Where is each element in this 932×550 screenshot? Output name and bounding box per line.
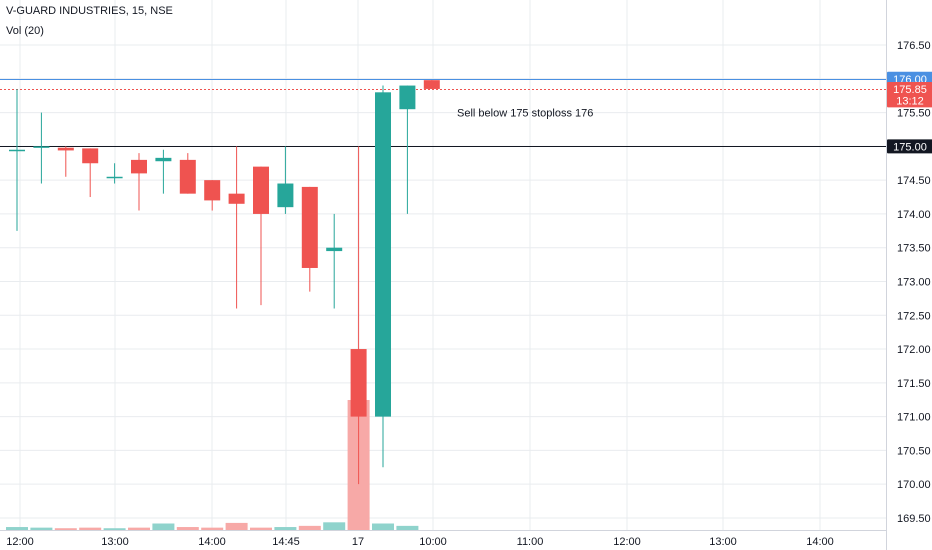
price-tick-label: 173.00 bbox=[897, 276, 931, 288]
candle-body bbox=[9, 149, 25, 152]
volume-bar bbox=[128, 527, 150, 530]
candle-body bbox=[253, 166, 269, 214]
price-tick-label: 176.50 bbox=[897, 40, 931, 52]
volume-bar bbox=[152, 523, 175, 530]
volume-bar bbox=[323, 522, 346, 530]
volume-bar bbox=[250, 527, 272, 530]
volume-bar bbox=[225, 522, 248, 530]
price-tick-label: 172.00 bbox=[897, 344, 931, 356]
sell-annotation[interactable]: Sell below 175 stoploss 176 bbox=[457, 108, 593, 120]
time-tick-label: 13:00 bbox=[101, 536, 129, 548]
price-tick-label: 174.00 bbox=[897, 209, 931, 221]
candles bbox=[9, 80, 440, 485]
volume-bar bbox=[396, 525, 419, 530]
price-tick-label: 170.50 bbox=[897, 445, 931, 457]
time-tick-label: 12:00 bbox=[6, 536, 34, 548]
candle-body bbox=[326, 247, 343, 252]
candle-body bbox=[228, 193, 245, 204]
candle-body bbox=[33, 146, 50, 148]
time-tick-label: 10:00 bbox=[419, 536, 447, 548]
candle-body bbox=[277, 183, 294, 208]
time-tick-label: 14:45 bbox=[272, 536, 300, 548]
volume-bar bbox=[54, 528, 77, 530]
time-tick-label: 11:00 bbox=[517, 536, 544, 548]
volume-label[interactable]: Vol (20) bbox=[6, 25, 44, 37]
candle-body bbox=[106, 176, 123, 179]
price-badge-label: 13:12 bbox=[896, 95, 924, 107]
time-tick-label: 17 bbox=[352, 536, 364, 548]
price-tick-label: 174.50 bbox=[897, 175, 931, 187]
candle-body bbox=[423, 80, 440, 89]
grid-lines bbox=[0, 0, 887, 550]
candle-body bbox=[57, 147, 74, 151]
symbol-title[interactable]: V-GUARD INDUSTRIES, 15, NSE bbox=[6, 5, 173, 17]
price-tick-label: 172.50 bbox=[897, 310, 931, 322]
price-tick-label: 171.50 bbox=[897, 378, 931, 390]
candle-body bbox=[82, 148, 99, 164]
candle-body bbox=[350, 349, 367, 417]
volume-bar bbox=[30, 527, 53, 530]
price-tick-label: 169.50 bbox=[897, 513, 931, 525]
price-badge bbox=[887, 139, 932, 154]
volume-bar bbox=[201, 527, 224, 530]
volume-bar bbox=[176, 527, 199, 530]
price-badge bbox=[887, 93, 932, 108]
candle-body bbox=[204, 180, 221, 201]
volume-bar bbox=[298, 525, 321, 530]
candle-body bbox=[301, 186, 318, 268]
candle-body bbox=[131, 159, 147, 174]
price-badge-label: 175.00 bbox=[893, 141, 927, 153]
time-tick-label: 14:00 bbox=[806, 536, 834, 548]
horizontal-lines[interactable] bbox=[0, 79, 886, 147]
price-tick-label: 171.00 bbox=[897, 412, 931, 424]
chart-legend: V-GUARD INDUSTRIES, 15, NSE Vol (20) bbox=[6, 4, 173, 38]
volume-bar bbox=[6, 527, 28, 530]
price-tick-label: 173.50 bbox=[897, 243, 931, 255]
candle-body bbox=[399, 85, 416, 110]
volume-bar bbox=[79, 527, 102, 530]
time-tick-label: 13:00 bbox=[709, 536, 737, 548]
candle-body bbox=[155, 157, 172, 162]
price-tick-label: 170.00 bbox=[897, 479, 931, 491]
price-axis[interactable]: 169.50 170.00 170.50 171.00 171.50 172.00 172.… bbox=[897, 40, 931, 525]
volume-bar bbox=[372, 523, 394, 530]
time-tick-label: 14:00 bbox=[198, 536, 226, 548]
time-tick-label: 12:00 bbox=[613, 536, 641, 548]
price-badge-label: 175.85 bbox=[893, 84, 927, 96]
price-tick-label: 175.50 bbox=[897, 108, 931, 120]
time-axis[interactable]: 12:00 13:00 14:00 14:45 17 10:00 11:00 12:00 13:… bbox=[6, 536, 834, 548]
volume-bar bbox=[274, 527, 297, 530]
candle-body bbox=[375, 92, 391, 417]
volume-bar bbox=[103, 528, 126, 530]
candle-body bbox=[179, 159, 196, 194]
price-badge bbox=[887, 81, 932, 96]
volume-bars bbox=[6, 400, 419, 530]
